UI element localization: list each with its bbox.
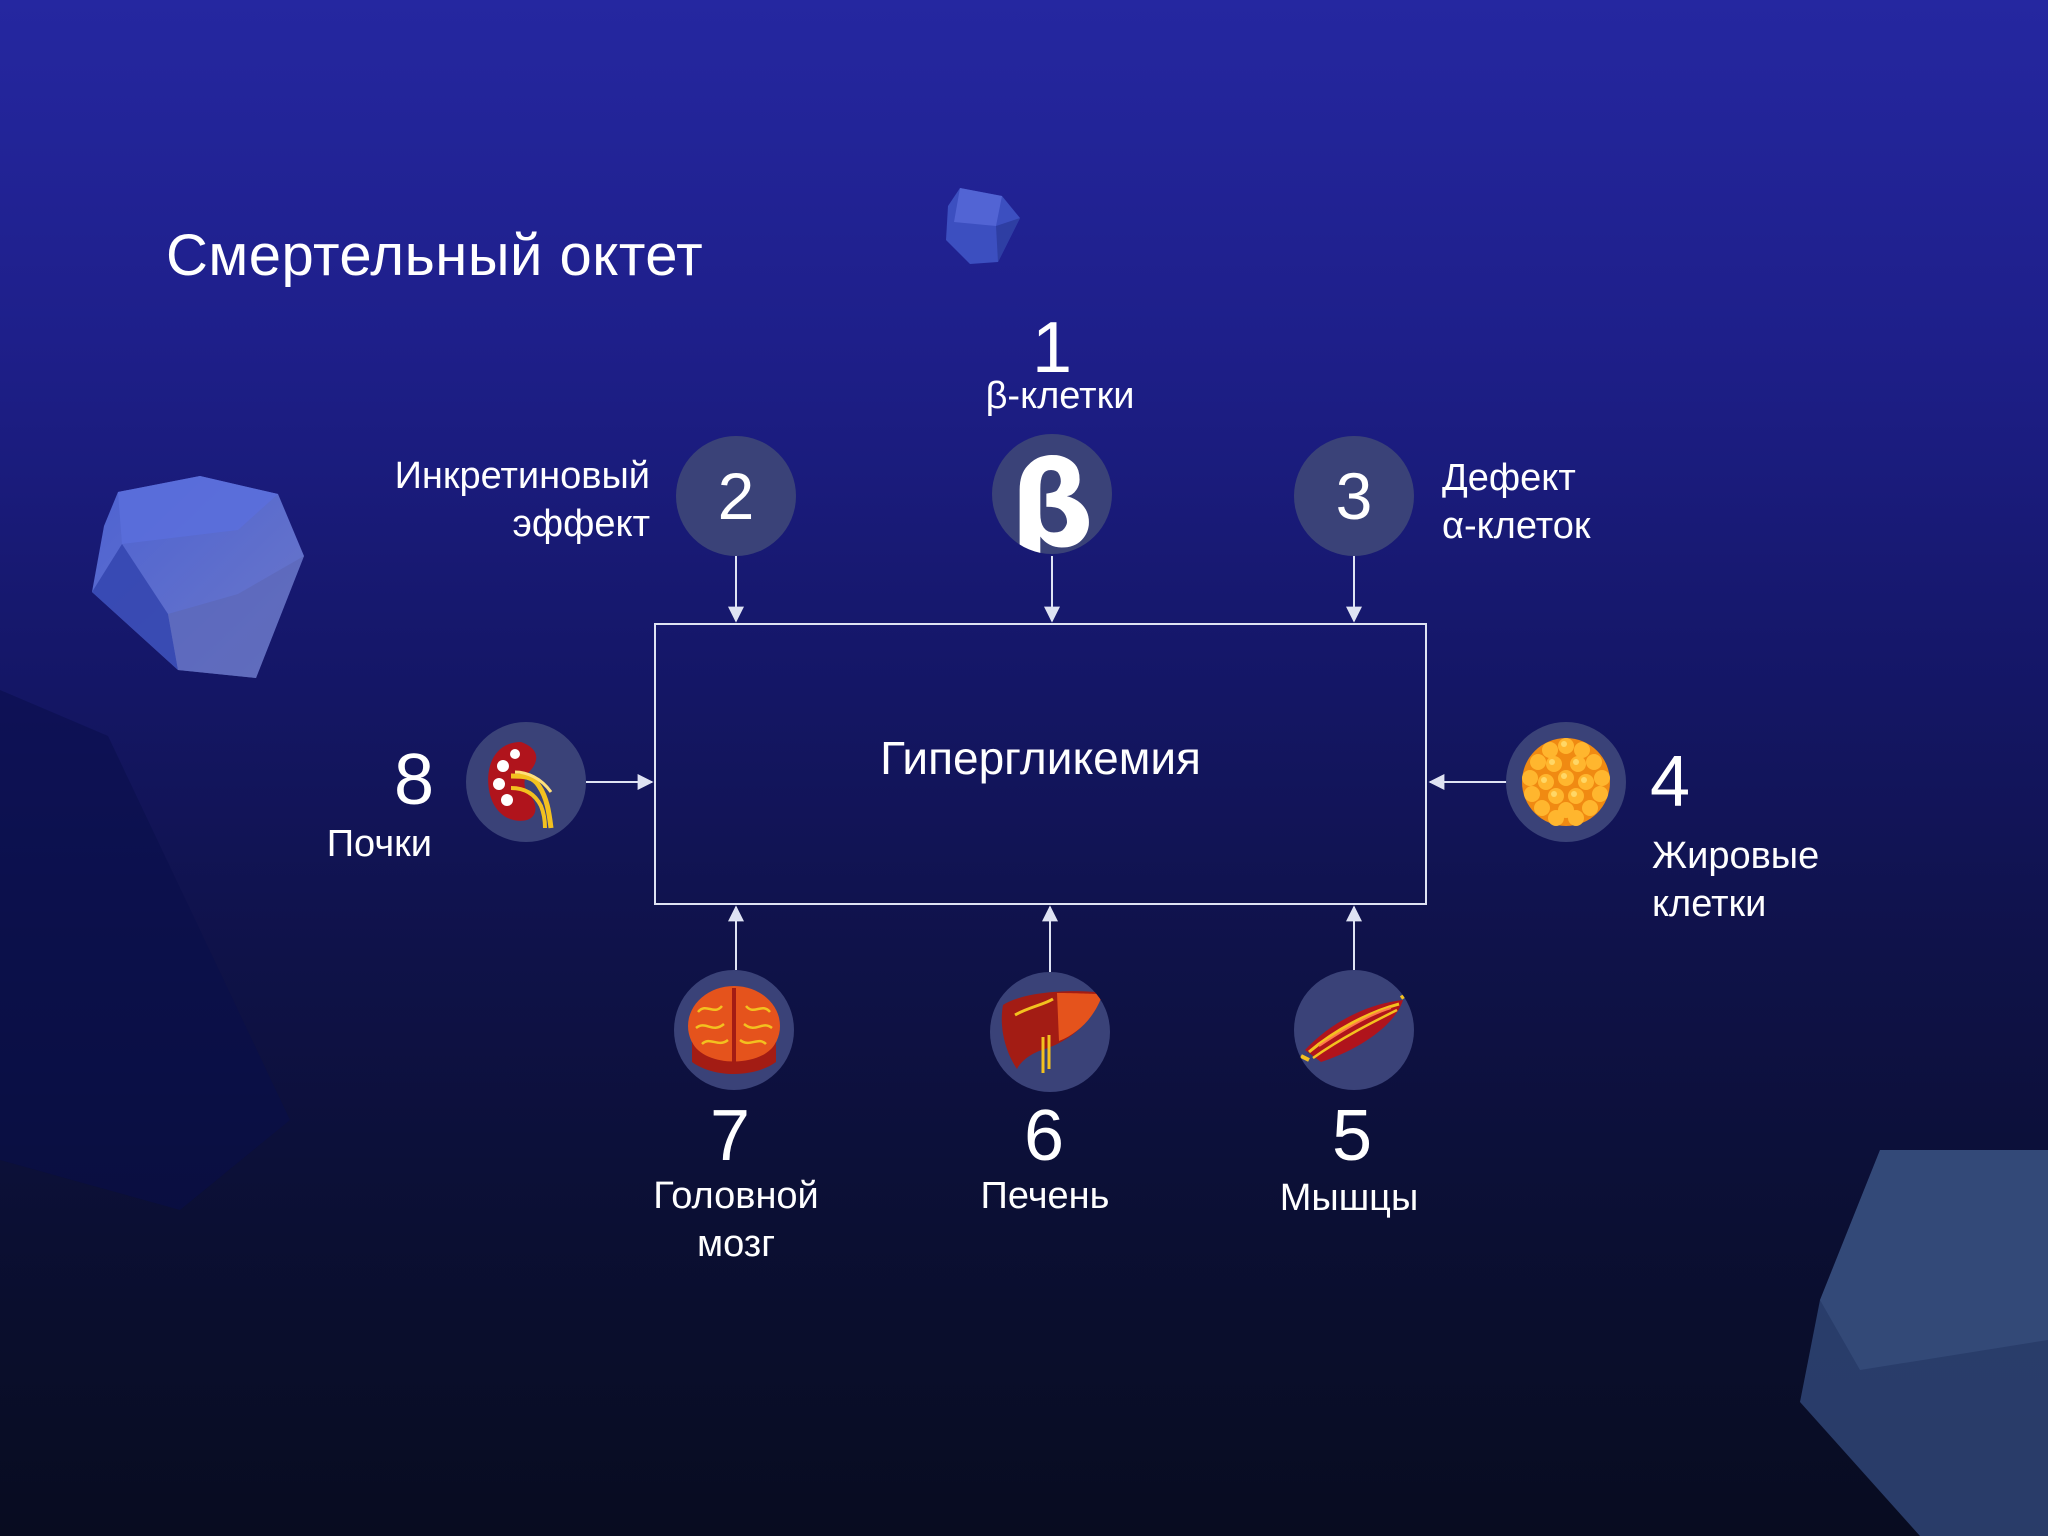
- factor-3-label-line: α-клеток: [1442, 505, 1591, 547]
- factor-7-label: Головной мозг: [626, 1172, 846, 1268]
- muscle-icon: [1300, 992, 1409, 1062]
- factor-2-label-line: Инкретиновый: [394, 455, 650, 497]
- factor-6-label: Печень: [940, 1172, 1150, 1220]
- factor-2-number: 2: [717, 459, 755, 533]
- factor-3-label: Дефект α-клеток: [1442, 454, 1590, 550]
- factor-1-label: β-клетки: [960, 372, 1160, 420]
- shadow-shard-decoration: [0, 690, 290, 1210]
- factor-4-label-line: клетки: [1652, 883, 1767, 925]
- fat-cells-badge: [1506, 722, 1626, 842]
- factor-5-label: Мышцы: [1244, 1174, 1454, 1222]
- factor-4-label-line: Жировые: [1652, 835, 1820, 877]
- brain-icon: [688, 986, 780, 1074]
- factor-6-label-line: Печень: [980, 1175, 1110, 1217]
- factor-1-label-line: β-клетки: [985, 375, 1135, 417]
- factor-2-label: Инкретиновый эффект: [330, 452, 650, 548]
- factor-8-label: Почки: [260, 820, 432, 868]
- hyperglycemia-label: Гипергликемия: [880, 732, 1201, 784]
- factor-8-label-line: Почки: [326, 823, 432, 865]
- slide-title: Смертельный октет: [166, 223, 704, 288]
- liver-badge: [990, 972, 1110, 1092]
- factor-2-label-line: эффект: [512, 503, 650, 545]
- factor-4-label: Жировые клетки: [1652, 832, 1819, 928]
- factor-7-label-line: Головной: [653, 1175, 819, 1217]
- liver-icon: [1001, 991, 1103, 1073]
- kidney-badge: [466, 722, 586, 842]
- kidney-icon: [488, 742, 554, 829]
- factor-2-badge: 2: [676, 436, 796, 556]
- factor-7-number: 7: [710, 1096, 751, 1176]
- brain-badge: [674, 970, 794, 1090]
- beta-symbol-icon: β: [1009, 436, 1095, 554]
- crystal-large-decoration: [92, 476, 304, 678]
- fat-cells-icon: [1522, 738, 1610, 826]
- factor-3-number: 3: [1335, 459, 1373, 533]
- factor-4-number: 4: [1650, 742, 1691, 822]
- factor-3-badge: 3: [1294, 436, 1414, 556]
- hyperglycemia-box: Гипергликемия: [654, 623, 1427, 905]
- muscle-badge: [1294, 970, 1414, 1090]
- crystal-small-decoration: [946, 188, 1020, 264]
- beta-cell-badge: β: [992, 434, 1112, 554]
- factor-6-number: 6: [1024, 1096, 1065, 1176]
- crystal-corner-decoration: [1800, 1150, 2048, 1536]
- factor-5-number: 5: [1332, 1096, 1373, 1176]
- factor-7-label-line: мозг: [696, 1223, 776, 1265]
- factor-5-label-line: Мышцы: [1279, 1177, 1419, 1219]
- factor-1-number: 1: [1032, 308, 1073, 388]
- factor-8-number: 8: [394, 740, 435, 820]
- factor-3-label-line: Дефект: [1442, 457, 1576, 499]
